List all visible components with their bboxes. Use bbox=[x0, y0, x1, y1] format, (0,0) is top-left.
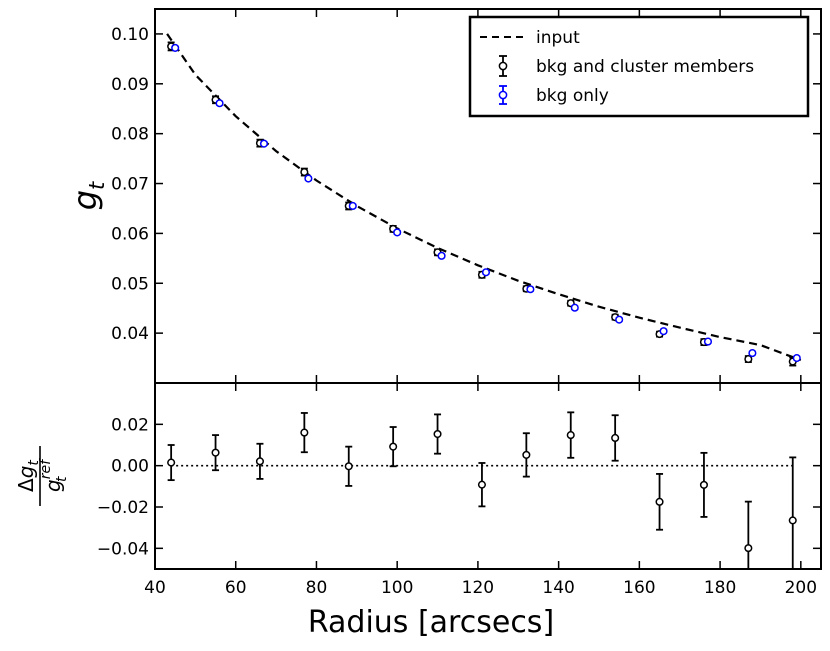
residual-point bbox=[389, 426, 398, 468]
legend-box bbox=[468, 15, 810, 118]
legend-input-label: input bbox=[536, 28, 580, 48]
legend-bkg-only-swatch bbox=[498, 85, 508, 105]
top-y-tick-label: 0.09 bbox=[111, 75, 149, 95]
bkg-only-point bbox=[526, 285, 535, 294]
bkg-cluster-point bbox=[744, 355, 753, 364]
top-y-axis: 0.04 0.05 0.06 0.07 0.08 0.09 0.10 bbox=[111, 25, 821, 344]
bottom-y-tick-label: −0.04 bbox=[97, 539, 149, 559]
residual-point bbox=[477, 462, 486, 508]
bottom-axes-frame bbox=[154, 382, 822, 570]
top-y-axis-label: gt bbox=[66, 181, 109, 210]
residual-point bbox=[744, 500, 753, 569]
bkg-only-point bbox=[659, 327, 668, 336]
x-tick-label: 80 bbox=[306, 578, 328, 598]
x-tick-label: 160 bbox=[623, 578, 655, 598]
bkg-only-point bbox=[481, 268, 491, 277]
x-axis-label: Radius [arcsecs] bbox=[308, 605, 554, 640]
bkg-only-point bbox=[748, 349, 757, 358]
residual-point bbox=[167, 444, 176, 482]
top-y-tick-label: 0.05 bbox=[111, 274, 149, 294]
x-tick-label: 200 bbox=[785, 578, 817, 598]
bkg-only-point bbox=[570, 303, 579, 312]
legend-bkg-only-label: bkg only bbox=[536, 86, 609, 106]
x-tick-label: 60 bbox=[225, 578, 247, 598]
residual-point bbox=[566, 411, 575, 459]
top-panel: 0.04 0.05 0.06 0.07 0.08 0.09 0.10 gt input bk… bbox=[66, 8, 822, 384]
x-tick-label: 140 bbox=[542, 578, 574, 598]
bottom-panel: −0.04 −0.02 0.00 0.02 40 60 80 100 120 140 160 180… bbox=[14, 382, 822, 640]
bkg-only-point bbox=[348, 201, 357, 211]
bkg-only-point bbox=[437, 251, 446, 260]
residual-point bbox=[211, 434, 220, 472]
residual-point bbox=[655, 473, 664, 531]
legend-bkg-cluster-swatch bbox=[498, 55, 508, 77]
bottom-x-axis: 40 60 80 100 120 140 160 180 200 bbox=[144, 383, 817, 598]
bkg-only-point bbox=[171, 43, 180, 52]
top-y-tick-label: 0.10 bbox=[111, 25, 149, 45]
x-tick-label: 40 bbox=[144, 578, 166, 598]
legend-bkg-cluster-label: bkg and cluster members bbox=[536, 57, 754, 77]
residual-point bbox=[300, 412, 309, 454]
residual-point bbox=[611, 414, 620, 462]
bkg-only-point bbox=[304, 174, 313, 183]
top-y-tick-label: 0.08 bbox=[111, 125, 149, 145]
bkg-only-point bbox=[703, 337, 713, 346]
residual-point bbox=[788, 456, 797, 569]
residual-point bbox=[522, 432, 531, 478]
bottom-y-axis-label: Δgt greft bbox=[14, 446, 70, 506]
bkg-only-point bbox=[259, 139, 269, 148]
bkg-only-point bbox=[615, 315, 624, 324]
top-y-tick-label: 0.04 bbox=[111, 324, 149, 344]
svg-text:greft: greft bbox=[38, 458, 70, 492]
x-tick-label: 120 bbox=[462, 578, 494, 598]
top-y-tick-label: 0.06 bbox=[111, 224, 149, 244]
bottom-plot-area bbox=[167, 411, 797, 569]
top-plot-area bbox=[166, 33, 802, 367]
bkg-only-point bbox=[792, 354, 801, 363]
residual-point bbox=[699, 451, 708, 518]
bottom-y-tick-label: −0.02 bbox=[97, 498, 149, 518]
bottom-y-axis: −0.04 −0.02 0.00 0.02 bbox=[97, 382, 821, 559]
residual-point bbox=[433, 413, 442, 455]
bkg-only-point bbox=[393, 228, 402, 237]
x-tick-label: 180 bbox=[704, 578, 736, 598]
top-x-ticks bbox=[154, 9, 802, 383]
bkg-cluster-point bbox=[300, 167, 309, 177]
bkg-only-point bbox=[215, 99, 224, 108]
bottom-y-tick-label: 0.00 bbox=[111, 457, 149, 477]
residual-point bbox=[255, 442, 264, 480]
legend: input bkg and cluster members bkg only bbox=[468, 15, 810, 118]
top-y-tick-label: 0.07 bbox=[111, 175, 149, 195]
bottom-y-tick-label: 0.02 bbox=[111, 415, 149, 435]
residual-point bbox=[344, 445, 353, 487]
x-tick-label: 100 bbox=[381, 578, 413, 598]
